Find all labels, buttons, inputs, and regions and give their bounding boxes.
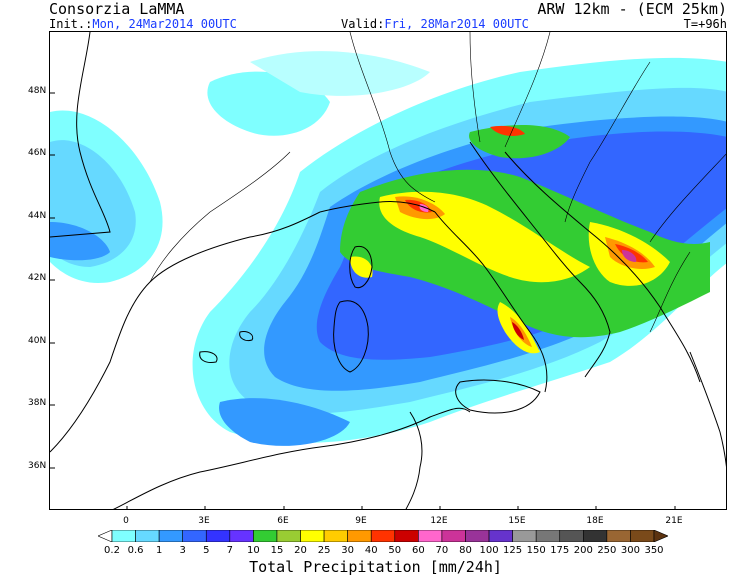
colorbar-level-label: 60 (411, 545, 425, 556)
colorbar-segment (559, 530, 584, 542)
colorbar-segment (229, 530, 254, 542)
colorbar-segment (182, 530, 207, 542)
colorbar-segment (583, 530, 608, 542)
lon-label-9e: 9E (355, 516, 367, 526)
colorbar-level-label: 10 (247, 545, 260, 556)
colorbar-level-label: 0.6 (127, 545, 144, 556)
colorbar-segment (323, 530, 348, 542)
colorbar-segment (630, 530, 655, 542)
init-value: Mon, 24Mar2014 00UTC (92, 17, 237, 31)
colorbar-segment (253, 530, 278, 542)
lat-label-46n: 46N (28, 148, 47, 158)
colorbar-segment (512, 530, 537, 542)
colorbar-level-label: 1 (155, 545, 163, 556)
colorbar-level-label: 125 (503, 545, 523, 556)
colorbar-level-label: 30 (341, 545, 355, 556)
forecast-step: T=+96h (683, 17, 727, 31)
colorbar-level-label: 20 (294, 545, 307, 556)
colorbar-segment (535, 530, 561, 542)
colorbar-segment (394, 530, 419, 542)
lat-label-42n: 42N (28, 273, 47, 283)
colorbar-level-label: 40 (364, 545, 378, 556)
colorbar-level-label: 0.2 (104, 545, 120, 556)
init-label: Init.: (49, 17, 93, 31)
map-svg (50, 32, 726, 509)
colorbar-segment (300, 530, 325, 542)
colorbar-level-label: 15 (270, 545, 284, 556)
lat-label-38n: 38N (28, 398, 47, 408)
lon-label-6e: 6E (277, 516, 289, 526)
colorbar-segment (488, 530, 513, 542)
colorbar-segment (370, 530, 396, 542)
lon-label-18e: 18E (586, 516, 604, 526)
colorbar-level-label: 250 (597, 545, 617, 556)
colorbar-level-label: 100 (479, 545, 499, 556)
run-info-line: Init.:Mon, 24Mar2014 00UTC Valid:Fri, 28… (49, 17, 729, 31)
colorbar-segment (98, 530, 113, 542)
colorbar-segment (606, 530, 631, 542)
organization-title: Consorzia LaMMA (49, 0, 185, 18)
precipitation-map (49, 31, 727, 510)
colorbar-segment (276, 530, 301, 542)
colorbar-segment (205, 530, 231, 542)
colorbar-segment (653, 530, 668, 542)
colorbar (98, 530, 668, 542)
lon-label-3e: 3E (198, 516, 210, 526)
colorbar-level-label: 300 (620, 545, 640, 556)
lat-label-48n: 48N (28, 86, 47, 96)
colorbar-segment (111, 530, 136, 542)
colorbar-segment (418, 530, 443, 542)
colorbar-level-label: 70 (435, 545, 449, 556)
lon-label-15e: 15E (508, 516, 526, 526)
colorbar-segment (135, 530, 160, 542)
colorbar-level-label: 5 (203, 545, 210, 556)
model-title: ARW 12km - (ECM 25km) (537, 0, 727, 18)
colorbar-level-label: 350 (644, 545, 664, 556)
colorbar-level-label: 50 (388, 545, 402, 556)
colorbar-level-label: 3 (179, 545, 186, 556)
colorbar-segment (441, 530, 466, 542)
lon-label-0: 0 (123, 516, 129, 526)
colorbar-segment (347, 530, 372, 542)
colorbar-level-label: 150 (526, 545, 546, 556)
lon-label-12e: 12E (430, 516, 448, 526)
colorbar-level-label: 7 (226, 545, 233, 556)
colorbar-level-label: 175 (550, 545, 570, 556)
colorbar-level-label: 25 (317, 545, 331, 556)
coastlines (50, 32, 726, 509)
colorbar-level-label: 200 (573, 545, 593, 556)
lat-label-44n: 44N (28, 211, 47, 221)
lat-label-36n: 36N (28, 461, 47, 471)
valid-value: Fri, 28Mar2014 00UTC (384, 17, 529, 31)
lon-label-21e: 21E (665, 516, 683, 526)
borders (149, 32, 726, 333)
colorbar-segment (158, 530, 183, 542)
valid-label: Valid: (341, 17, 385, 31)
colorbar-level-label: 80 (459, 545, 472, 556)
lat-label-40n: 40N (28, 336, 47, 346)
graticule (50, 92, 676, 509)
colorbar-title: Total Precipitation [mm/24h] (249, 558, 502, 576)
colorbar-segment (465, 530, 490, 542)
